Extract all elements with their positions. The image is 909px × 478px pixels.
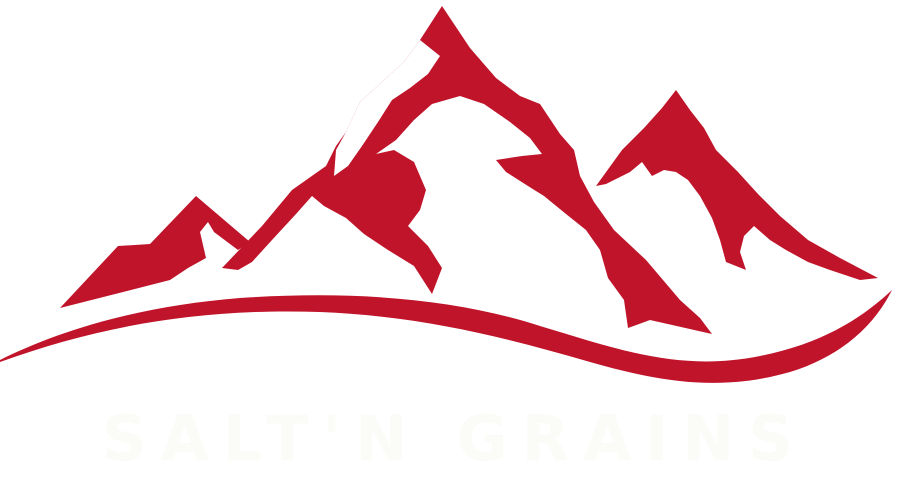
left-small-peak bbox=[60, 196, 250, 308]
swoosh bbox=[0, 290, 892, 383]
right-peak bbox=[596, 90, 878, 280]
brand-wordmark: SALT'N GRAINS bbox=[102, 402, 807, 475]
main-peak-highlight bbox=[334, 40, 440, 176]
main-peak bbox=[222, 6, 712, 334]
